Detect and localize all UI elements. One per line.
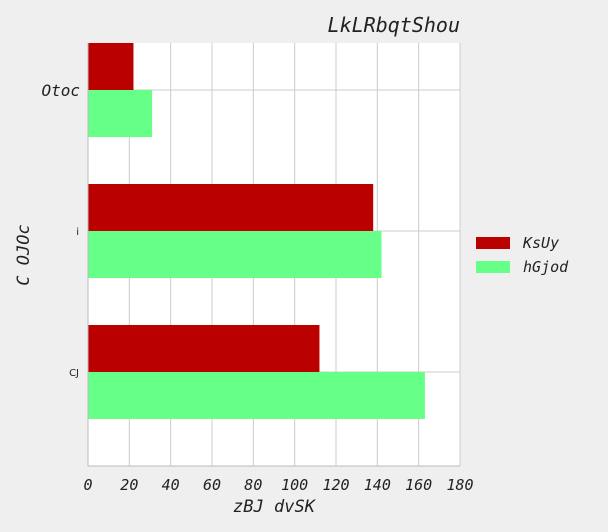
x-tick-label: 180 xyxy=(446,476,473,494)
x-tick-label: 160 xyxy=(405,476,432,494)
x-tick-label: 20 xyxy=(120,476,138,494)
x-tick-label: 40 xyxy=(162,476,180,494)
x-axis-label: zBJ dvSK xyxy=(233,497,317,517)
y-tick-label: Otoc xyxy=(41,81,80,100)
y-tick-label: CJ xyxy=(69,368,79,379)
y-tick-label: i xyxy=(76,227,79,238)
bar-KsUy-CJ xyxy=(88,325,320,372)
y-tick-labels: Otoc i CJ xyxy=(41,81,80,379)
x-tick-label: 0 xyxy=(83,476,92,494)
legend: KsUy hGjod xyxy=(476,234,569,276)
x-tick-label: 100 xyxy=(281,476,308,494)
legend-label-hGjod: hGjod xyxy=(523,258,569,276)
bar-hGjod-i xyxy=(88,231,382,278)
legend-label-KsUy: KsUy xyxy=(522,234,559,252)
bar-KsUy-i xyxy=(88,184,374,231)
bar-KsUy-Otoc xyxy=(88,43,134,90)
bars xyxy=(88,43,425,419)
x-tick-label: 80 xyxy=(244,476,262,494)
x-tick-labels: 0 20 40 60 80 100 120 140 160 180 xyxy=(83,476,473,494)
legend-swatch-KsUy xyxy=(476,237,510,249)
chart-title: LkLRbqtShou xyxy=(328,13,460,37)
x-tick-label: 140 xyxy=(364,476,391,494)
bar-hGjod-Otoc xyxy=(88,90,153,137)
y-axis-label: C OJOc xyxy=(14,224,34,285)
legend-swatch-hGjod xyxy=(476,261,510,273)
bar-hGjod-CJ xyxy=(88,372,425,419)
x-tick-label: 60 xyxy=(203,476,221,494)
x-tick-label: 120 xyxy=(322,476,349,494)
